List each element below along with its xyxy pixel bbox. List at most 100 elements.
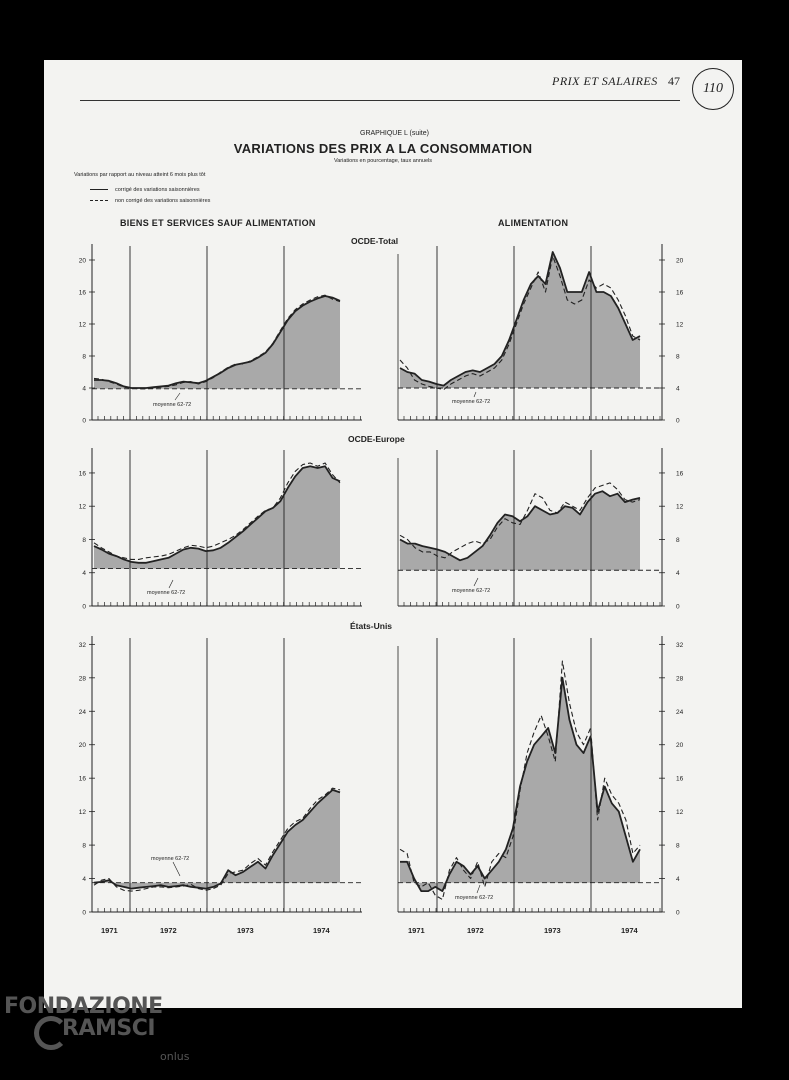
region-label-ocde-total: OCDE-Total	[351, 236, 399, 246]
y-tick-label: 4	[676, 386, 680, 393]
year-label: 1974	[621, 926, 639, 935]
chart-panel: 0 4 8 12 16 moyenne 62-72	[79, 448, 362, 877]
region-label-ocde-europe: OCDE-Europe	[348, 434, 405, 444]
year-label: 1971	[408, 926, 425, 935]
y-tick-label: 8	[82, 843, 86, 850]
chart-panel: 0 4 8 12 16 20 moyenne 62-72	[79, 244, 362, 425]
y-tick-label: 0	[676, 604, 680, 611]
y-tick-label: 32	[676, 642, 684, 649]
watermark-line2: RAMSCI	[62, 1016, 156, 1041]
average-pointer	[172, 861, 181, 877]
series-line-solid	[399, 490, 641, 562]
legend-item-dashed: non corrigé des variations saisonnières	[90, 195, 210, 206]
year-label: 1972	[467, 926, 484, 935]
series-line-dashed	[93, 462, 341, 560]
y-tick-label: 4	[82, 570, 86, 577]
graph-subtitle: Variations en pourcentage, taux annuels	[333, 158, 433, 164]
average-label: moyenne 62-72	[455, 895, 493, 901]
y-axis-note: Variations par rapport au niveau atteint…	[74, 172, 206, 178]
shaded-area	[94, 466, 340, 569]
y-tick-label: 0	[82, 604, 86, 611]
y-tick-label: 4	[82, 876, 86, 883]
chart-panel: 0 4 8 12 16 20 moyenne 62-72	[147, 244, 684, 596]
legend-label: corrigé des variations saisonnières	[115, 186, 200, 193]
foundation-logo-g-icon	[34, 1016, 68, 1050]
y-tick-label: 12	[79, 809, 87, 816]
y-tick-label: 0	[82, 418, 86, 425]
y-tick-label: 24	[676, 709, 684, 716]
y-tick-label: 24	[79, 709, 87, 716]
y-tick-label: 20	[676, 258, 684, 265]
average-label: moyenne 62-72	[147, 590, 185, 596]
y-tick-label: 0	[82, 910, 86, 917]
series-line-solid	[93, 465, 341, 564]
legend-item-solid: corrigé des variations saisonnières	[90, 184, 210, 195]
y-tick-label: 4	[676, 876, 680, 883]
shaded-area	[400, 491, 640, 571]
header-rule	[80, 100, 680, 101]
chart-panel: 0 4 8 12 16 20 24 28 32 moyenne 62-72 1971 1972 1973…	[79, 577, 490, 935]
y-tick-label: 16	[79, 470, 87, 477]
average-pointer	[473, 577, 479, 587]
y-tick-label: 12	[79, 504, 87, 511]
shaded-area	[400, 252, 640, 388]
dashed-line-icon	[90, 200, 108, 201]
year-label: 1974	[313, 926, 331, 935]
average-label: moyenne 62-72	[452, 588, 490, 594]
y-tick-label: 8	[82, 537, 86, 544]
series-line-dashed	[399, 660, 641, 901]
y-tick-label: 20	[79, 258, 87, 265]
graph-label: GRAPHIQUE L (suite)	[360, 130, 429, 137]
chart-panel: 0 4 8 12 16 moyenne 62-72	[397, 391, 684, 611]
year-label: 1973	[544, 926, 561, 935]
average-pointer	[174, 392, 181, 401]
y-tick-label: 12	[79, 322, 87, 329]
series-line-dashed	[93, 294, 341, 390]
y-tick-label: 16	[676, 776, 684, 783]
y-tick-label: 0	[676, 418, 680, 425]
y-tick-label: 0	[676, 910, 680, 917]
y-tick-label: 12	[676, 322, 684, 329]
y-tick-label: 28	[676, 675, 684, 682]
watermark-line1: FONDAZIONE	[4, 994, 163, 1019]
y-tick-label: 20	[79, 742, 87, 749]
y-tick-label: 8	[82, 354, 86, 361]
graph-title: VARIATIONS DES PRIX A LA CONSOMMATION	[233, 141, 533, 156]
series-line-dashed	[93, 787, 341, 892]
y-tick-label: 12	[676, 809, 684, 816]
legend-label: non corrigé des variations saisonnières	[115, 197, 211, 204]
legend: corrigé des variations saisonnières non …	[90, 184, 210, 206]
average-label: moyenne 62-72	[151, 856, 189, 862]
y-tick-label: 8	[676, 843, 680, 850]
average-pointer	[168, 579, 174, 589]
series-line-dashed	[399, 255, 641, 391]
running-title: PRIX ET SALAIRES	[552, 74, 658, 88]
column-title-food: ALIMENTATION	[498, 218, 569, 228]
chart-panel: 0 4 8 12 16 20 24 28 32 moyenne 62-72 1971 1972 1973…	[397, 636, 684, 935]
average-pointer	[473, 391, 477, 398]
average-label: moyenne 62-72	[153, 402, 191, 408]
archive-stamp: 110	[692, 68, 734, 110]
y-tick-label: 16	[79, 776, 87, 783]
shaded-area	[94, 296, 340, 389]
y-tick-label: 8	[676, 537, 680, 544]
solid-line-icon	[90, 189, 108, 190]
series-line-solid	[93, 789, 341, 890]
y-tick-label: 4	[82, 386, 86, 393]
shaded-area	[400, 677, 640, 892]
page-number: 47	[668, 74, 680, 88]
series-line-dashed	[399, 482, 641, 559]
column-title-non-food: BIENS ET SERVICES SAUF ALIMENTATION	[120, 218, 316, 228]
year-label: 1971	[101, 926, 118, 935]
year-label: 1972	[160, 926, 177, 935]
shaded-area	[94, 789, 340, 889]
year-label: 1973	[237, 926, 254, 935]
y-tick-label: 28	[79, 675, 87, 682]
series-line-solid	[399, 251, 641, 387]
y-tick-label: 16	[676, 290, 684, 297]
y-tick-label: 20	[676, 742, 684, 749]
average-pointer	[476, 884, 481, 894]
watermark-line3: onlus	[160, 1050, 190, 1063]
y-tick-label: 8	[676, 354, 680, 361]
